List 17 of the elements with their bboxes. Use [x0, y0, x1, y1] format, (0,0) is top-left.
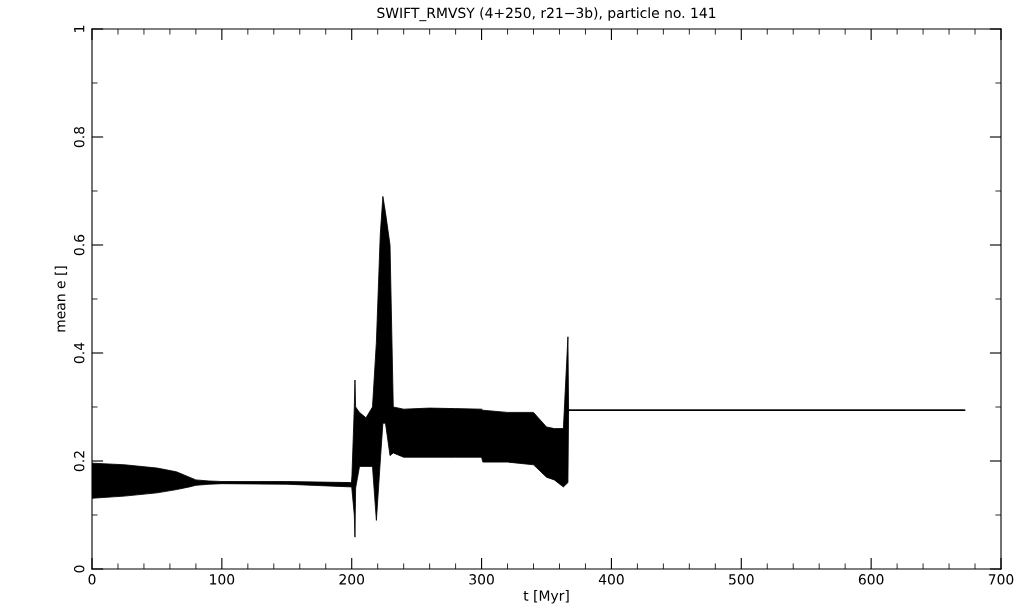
x-tick-label: 400	[598, 574, 624, 585]
x-tick-label: 300	[469, 574, 494, 585]
x-tick-label: 600	[858, 574, 884, 585]
x-tick-label: 0	[88, 574, 96, 585]
y-tick-label: 0.4	[73, 342, 85, 364]
x-axis-title: t [Myr]	[523, 590, 569, 604]
y-tick-label: 0.6	[73, 234, 85, 256]
y-tick-label: 1	[74, 25, 85, 32]
chart-title: SWIFT_RMVSY (4+250, r21−3b), particle no. 141	[377, 7, 716, 22]
y-tick-label: 0.8	[73, 126, 85, 148]
x-tick-label: 700	[988, 574, 1014, 585]
y-tick-label: 0	[73, 565, 85, 573]
x-tick-label: 200	[339, 574, 365, 585]
y-tick-label: 0.2	[73, 451, 85, 472]
x-tick-label: 100	[210, 574, 235, 585]
y-axis-title: mean e []	[54, 266, 68, 332]
x-tick-label: 500	[729, 574, 754, 585]
